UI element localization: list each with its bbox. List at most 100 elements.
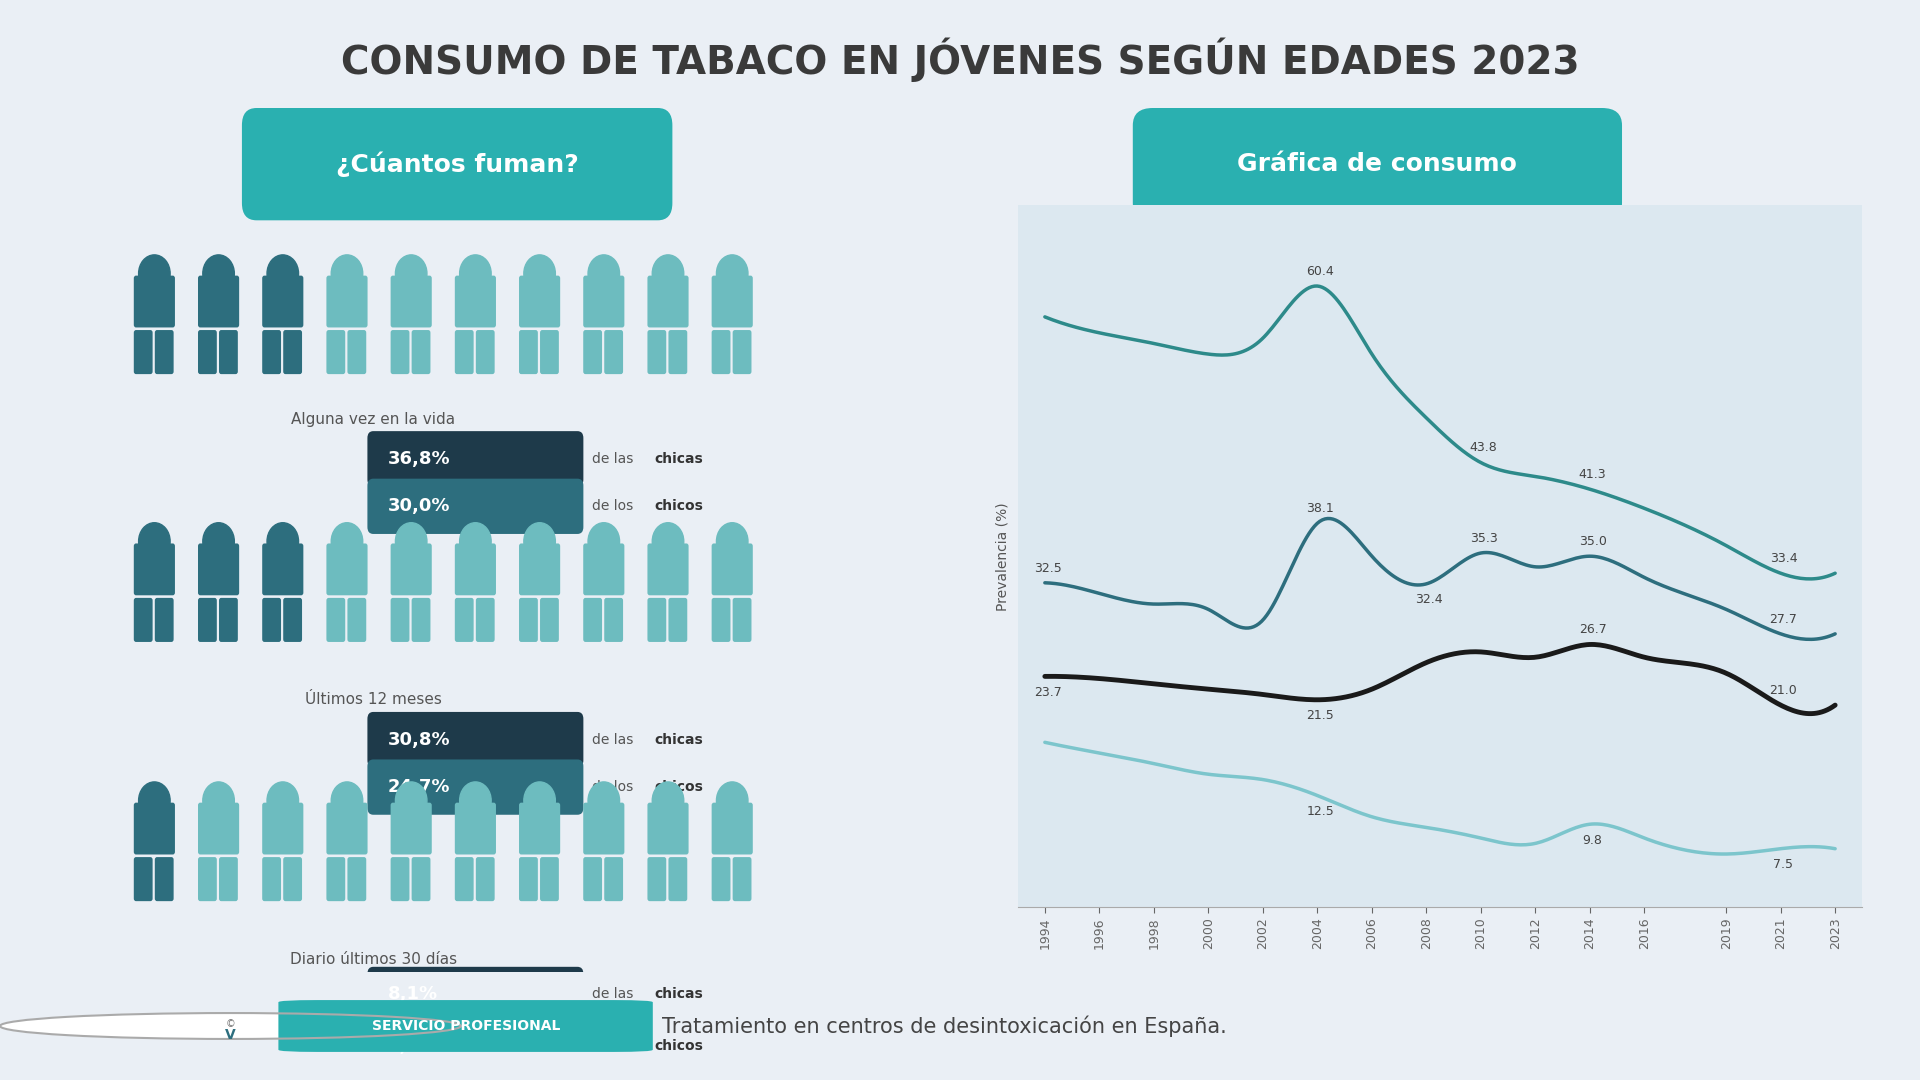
Últimos 30 días [1501, 650, 1524, 663]
Alguna vez en la vida [1503, 467, 1526, 480]
Text: 8,1%: 8,1% [388, 985, 438, 1003]
FancyBboxPatch shape [326, 330, 346, 374]
FancyBboxPatch shape [712, 802, 753, 854]
FancyBboxPatch shape [540, 598, 559, 642]
FancyBboxPatch shape [605, 858, 624, 901]
FancyBboxPatch shape [584, 543, 624, 595]
Text: 21.0: 21.0 [1770, 684, 1797, 697]
Circle shape [138, 523, 171, 561]
FancyBboxPatch shape [584, 802, 624, 854]
Últimos 30 días [1517, 651, 1540, 664]
FancyBboxPatch shape [518, 802, 561, 854]
Circle shape [716, 255, 749, 293]
Text: 6,9%: 6,9% [388, 1037, 438, 1055]
FancyBboxPatch shape [198, 275, 240, 327]
Últimos 30 días [1033, 670, 1056, 683]
FancyBboxPatch shape [198, 858, 217, 901]
FancyBboxPatch shape [348, 858, 367, 901]
FancyBboxPatch shape [476, 330, 495, 374]
Text: 36,8%: 36,8% [388, 449, 451, 468]
Circle shape [459, 255, 492, 293]
Text: 9.8: 9.8 [1582, 834, 1603, 847]
Circle shape [588, 523, 620, 561]
FancyBboxPatch shape [242, 108, 672, 220]
Line: Diariamente en últimos 30 días: Diariamente en últimos 30 días [1044, 742, 1836, 854]
Text: de las: de las [591, 451, 634, 465]
FancyBboxPatch shape [198, 330, 217, 374]
Line: Últimos 12 meses: Últimos 12 meses [1044, 518, 1836, 639]
FancyBboxPatch shape [584, 858, 603, 901]
Text: 35.0: 35.0 [1578, 535, 1607, 548]
Diariamente en últimos 30 días [1501, 838, 1524, 851]
Últimos 30 días [1799, 707, 1822, 720]
FancyBboxPatch shape [198, 802, 240, 854]
FancyBboxPatch shape [668, 858, 687, 901]
Y-axis label: Prevalencia (%): Prevalencia (%) [995, 502, 1010, 610]
FancyBboxPatch shape [712, 598, 730, 642]
Alguna vez en la vida [1797, 572, 1820, 585]
FancyBboxPatch shape [219, 598, 238, 642]
Circle shape [588, 255, 620, 293]
Últimos 12 meses [1797, 633, 1820, 646]
FancyBboxPatch shape [134, 598, 152, 642]
FancyBboxPatch shape [367, 967, 584, 1022]
FancyBboxPatch shape [411, 598, 430, 642]
FancyBboxPatch shape [455, 275, 495, 327]
FancyBboxPatch shape [134, 543, 175, 595]
Text: 23.7: 23.7 [1033, 686, 1062, 699]
FancyBboxPatch shape [455, 802, 495, 854]
Circle shape [332, 782, 363, 820]
Últimos 30 días [1701, 662, 1724, 675]
Últimos 12 meses [1503, 554, 1526, 567]
FancyBboxPatch shape [156, 330, 173, 374]
Últimos 30 días [1753, 689, 1776, 702]
FancyBboxPatch shape [367, 712, 584, 767]
FancyBboxPatch shape [476, 598, 495, 642]
FancyBboxPatch shape [219, 858, 238, 901]
Circle shape [267, 523, 298, 561]
Text: chicos: chicos [655, 780, 703, 794]
FancyBboxPatch shape [647, 275, 689, 327]
Últimos 12 meses [1033, 577, 1056, 590]
FancyBboxPatch shape [712, 275, 753, 327]
Text: 30,0%: 30,0% [388, 497, 451, 515]
Text: 32.4: 32.4 [1415, 593, 1444, 606]
Circle shape [524, 255, 555, 293]
FancyBboxPatch shape [390, 598, 409, 642]
Alguna vez en la vida [1753, 559, 1776, 572]
Text: chicas: chicas [655, 987, 703, 1001]
Text: V: V [225, 1028, 236, 1041]
FancyBboxPatch shape [647, 598, 666, 642]
FancyBboxPatch shape [348, 598, 367, 642]
Text: CONSUMO DE TABACO EN JÓVENES SEGÚN EDADES 2023: CONSUMO DE TABACO EN JÓVENES SEGÚN EDADE… [340, 37, 1580, 82]
FancyBboxPatch shape [540, 330, 559, 374]
FancyBboxPatch shape [134, 802, 175, 854]
Alguna vez en la vida [1037, 311, 1060, 324]
FancyBboxPatch shape [367, 759, 584, 814]
FancyBboxPatch shape [390, 543, 432, 595]
Circle shape [267, 782, 298, 820]
FancyBboxPatch shape [326, 543, 367, 595]
Text: chicas: chicas [655, 732, 703, 746]
FancyBboxPatch shape [219, 330, 238, 374]
Text: 32.5: 32.5 [1033, 562, 1062, 575]
FancyBboxPatch shape [411, 330, 430, 374]
FancyBboxPatch shape [518, 543, 561, 595]
Text: chicos: chicos [655, 1039, 703, 1053]
FancyBboxPatch shape [390, 858, 409, 901]
Text: Gráfica de consumo: Gráfica de consumo [1238, 152, 1517, 176]
Circle shape [524, 782, 555, 820]
FancyBboxPatch shape [647, 802, 689, 854]
FancyBboxPatch shape [284, 858, 301, 901]
FancyBboxPatch shape [733, 330, 751, 374]
FancyBboxPatch shape [390, 802, 432, 854]
Circle shape [653, 782, 684, 820]
Text: 41.3: 41.3 [1578, 468, 1607, 481]
FancyBboxPatch shape [156, 598, 173, 642]
FancyBboxPatch shape [455, 330, 474, 374]
Text: chicos: chicos [655, 499, 703, 513]
FancyBboxPatch shape [263, 275, 303, 327]
FancyBboxPatch shape [263, 858, 280, 901]
Circle shape [138, 782, 171, 820]
Circle shape [396, 523, 426, 561]
